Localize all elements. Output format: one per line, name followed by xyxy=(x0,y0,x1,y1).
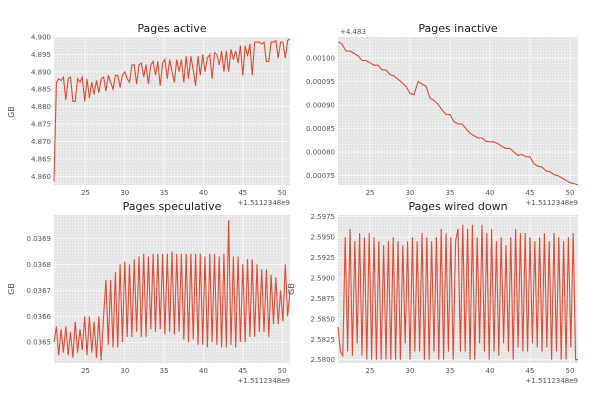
y-tick-label: 2.5850 xyxy=(311,315,336,323)
y-tick-label: 4.860 xyxy=(31,173,51,181)
x-tick-label: 35 xyxy=(160,367,169,375)
x-tick-label: 40 xyxy=(486,189,495,197)
x-tick-label: 50 xyxy=(566,189,575,197)
y-tick-label: 2.5975 xyxy=(311,213,336,221)
y-tick-label: 4.890 xyxy=(31,68,51,76)
x-offset-label: +1.5112348e9 xyxy=(238,199,290,207)
y-tick-label: 4.875 xyxy=(31,121,51,129)
x-tick-label: 40 xyxy=(199,367,208,375)
y-tick-label: 0.0365 xyxy=(27,339,52,347)
subplot-title: Pages inactive xyxy=(418,22,498,35)
y-tick-label: 4.870 xyxy=(31,138,51,146)
subplot-pages-active: Pages active GB +1.5112348e9 25 30 35 40 45 5… xyxy=(7,22,291,207)
x-tick-label: 35 xyxy=(446,367,455,375)
y-tick-label: 2.5875 xyxy=(311,295,336,303)
x-tick-label: 45 xyxy=(238,367,247,375)
x-offset-label: +1.5112348e9 xyxy=(526,377,578,385)
y-tick-label: 0.0369 xyxy=(27,235,52,243)
y-tick-label: 2.5900 xyxy=(311,274,336,282)
y-tick-label: 0.00085 xyxy=(306,125,335,133)
series-line xyxy=(53,38,291,182)
series-line xyxy=(337,41,579,186)
x-tick-label: 30 xyxy=(406,189,415,197)
y-tick-label: 0.00100 xyxy=(306,55,335,63)
subplot-title: Pages wired down xyxy=(408,200,507,213)
x-tick-label: 50 xyxy=(566,367,575,375)
x-tick-label: 30 xyxy=(406,367,415,375)
subplot-pages-inactive: Pages inactive +4.483 +1.5112348e9 25 30 3… xyxy=(306,22,579,207)
plot-area xyxy=(338,37,578,185)
y-tick-label: 0.00075 xyxy=(306,172,335,180)
plot-area xyxy=(54,37,290,185)
plot-area xyxy=(54,215,290,363)
x-tick-label: 40 xyxy=(199,189,208,197)
x-tick-label: 25 xyxy=(366,189,375,197)
x-tick-label: 30 xyxy=(120,367,129,375)
y-tick-label: 0.0368 xyxy=(27,261,52,269)
x-tick-label: 35 xyxy=(446,189,455,197)
subplot-title: Pages active xyxy=(137,22,207,35)
y-tick-label: 4.880 xyxy=(31,103,51,111)
x-offset-label: +1.5112348e9 xyxy=(238,377,290,385)
subplot-pages-speculative: Pages speculative GB +1.5112348e9 25 30 35… xyxy=(7,200,291,385)
y-tick-label: 4.885 xyxy=(31,86,51,94)
y-axis-label: GB xyxy=(7,106,16,118)
x-offset-label: +1.5112348e9 xyxy=(526,199,578,207)
y-axis-label: GB xyxy=(7,283,16,295)
x-tick-label: 50 xyxy=(278,367,287,375)
x-tick-label: 45 xyxy=(526,189,535,197)
y-tick-label: 0.0367 xyxy=(27,287,52,295)
x-tick-label: 50 xyxy=(278,189,287,197)
x-tick-label: 40 xyxy=(486,367,495,375)
y-tick-label: 0.00095 xyxy=(306,78,335,86)
x-tick-label: 25 xyxy=(81,189,90,197)
y-tick-label: 2.5925 xyxy=(311,254,336,262)
x-tick-label: 45 xyxy=(526,367,535,375)
y-tick-label: 4.900 xyxy=(31,34,51,42)
y-tick-label: 2.5800 xyxy=(311,356,336,364)
x-tick-label: 35 xyxy=(160,189,169,197)
series-line xyxy=(337,224,578,361)
y-tick-label: 4.865 xyxy=(31,155,51,163)
y-tick-label: 0.00090 xyxy=(306,102,335,110)
x-tick-label: 25 xyxy=(366,367,375,375)
subplot-title: Pages speculative xyxy=(123,200,222,213)
y-tick-label: 4.895 xyxy=(31,51,51,59)
y-tick-label: 2.5825 xyxy=(311,336,336,344)
y-tick-label: 0.00080 xyxy=(306,149,335,157)
y-tick-label: 2.5950 xyxy=(311,234,336,242)
series-line xyxy=(53,220,291,361)
x-tick-label: 25 xyxy=(81,367,90,375)
x-tick-label: 30 xyxy=(120,189,129,197)
x-tick-label: 45 xyxy=(238,189,247,197)
subplot-pages-wired-down: Pages wired down GB +1.5112348e9 25 30 35 4… xyxy=(287,200,578,385)
y-tick-label: 0.0366 xyxy=(27,313,52,321)
y-axis-label: GB xyxy=(287,283,296,295)
y-offset-label: +4.483 xyxy=(340,28,366,36)
